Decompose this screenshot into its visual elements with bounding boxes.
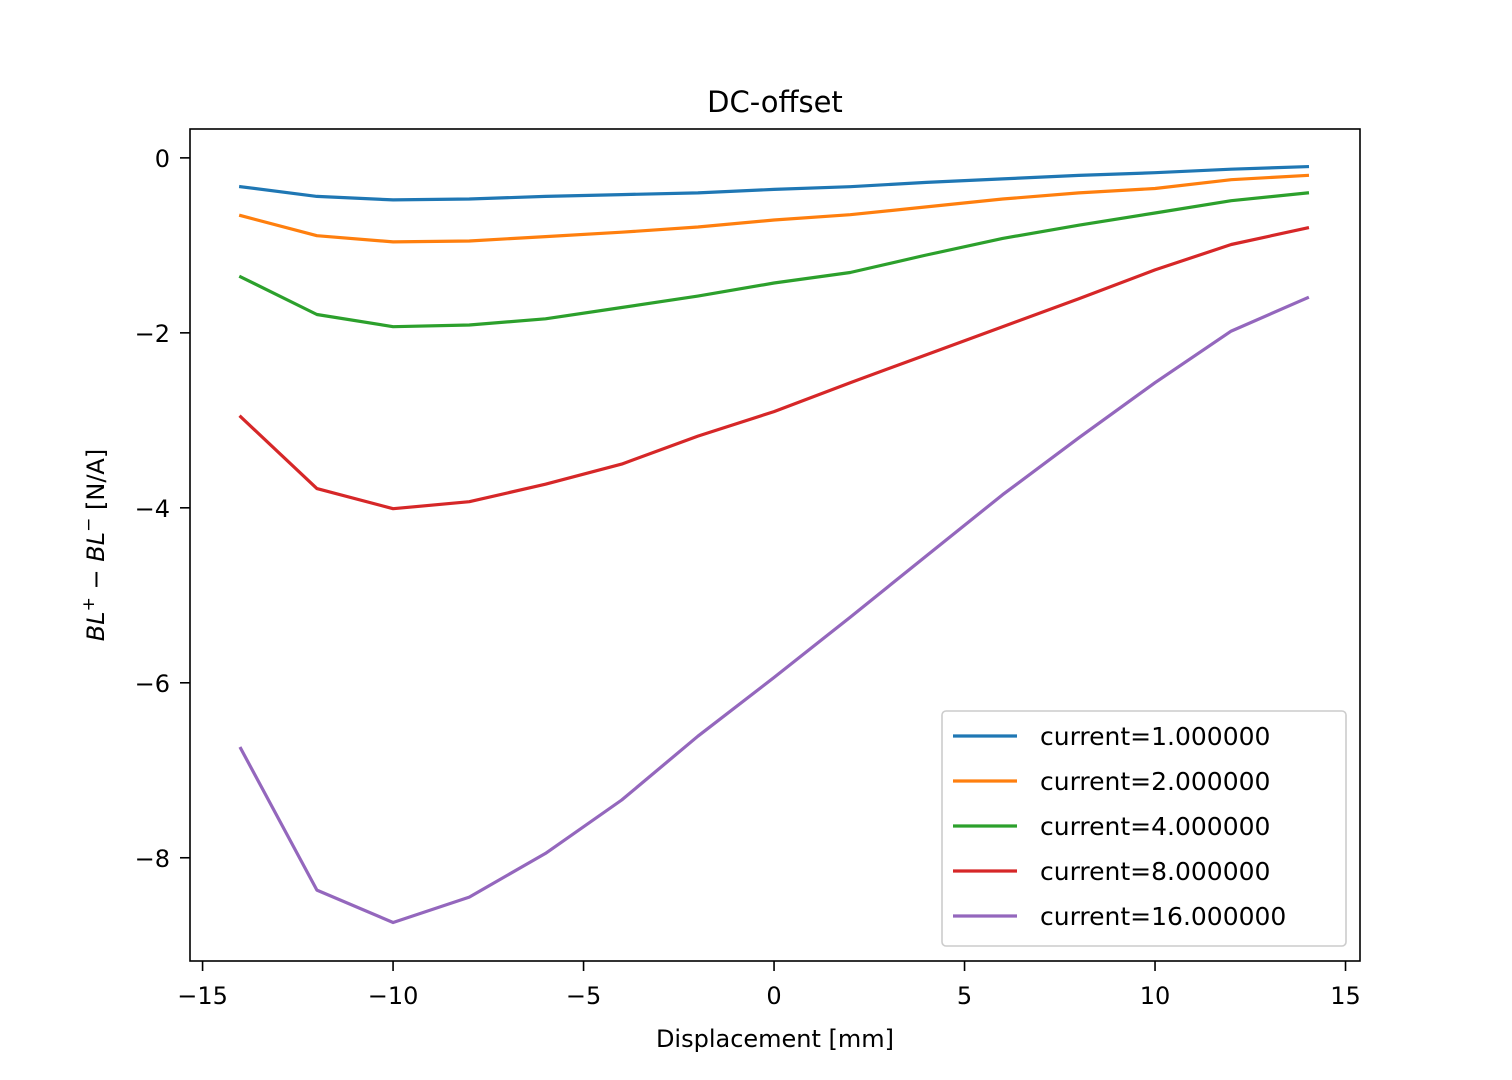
y-label-minus: − xyxy=(82,562,110,597)
series-line-4 xyxy=(238,225,1310,511)
y-tick-label: −6 xyxy=(135,670,170,698)
legend-label-2: current=2.000000 xyxy=(1040,767,1270,796)
y-label-bl-minus: BL xyxy=(82,532,110,562)
legend-label-3: current=4.000000 xyxy=(1040,812,1270,841)
x-tick-label: 15 xyxy=(1330,982,1361,1010)
legend-label-4: current=8.000000 xyxy=(1040,857,1270,886)
y-tick-label: 0 xyxy=(155,145,170,173)
x-tick-label: 0 xyxy=(766,982,781,1010)
x-axis: −15 −10 −5 0 5 10 15 xyxy=(177,961,1361,1010)
series-layer xyxy=(238,164,1310,925)
chart-title: DC-offset xyxy=(707,85,843,119)
legend-label-5: current=16.000000 xyxy=(1040,902,1286,931)
y-axis-label: BL+ − BL− [N/A] xyxy=(79,449,110,641)
y-tick-label: −4 xyxy=(135,495,170,523)
x-tick-label: −15 xyxy=(177,982,228,1010)
y-label-bl-plus: BL xyxy=(82,611,110,641)
y-tick-label: −8 xyxy=(135,845,170,873)
x-tick-label: −10 xyxy=(368,982,419,1010)
legend-label-1: current=1.000000 xyxy=(1040,722,1270,751)
legend: current=1.000000 current=2.000000 current=… xyxy=(941,710,1347,947)
series-line-5 xyxy=(238,295,1310,925)
y-label-sup-plus: + xyxy=(79,597,99,611)
series-line-2 xyxy=(238,173,1310,244)
x-tick-label: 10 xyxy=(1140,982,1171,1010)
series-line-1 xyxy=(238,164,1310,202)
x-axis-label: Displacement [mm] xyxy=(656,1025,894,1053)
legend-items: current=1.000000 current=2.000000 current=… xyxy=(953,722,1286,931)
legend-box xyxy=(941,710,1347,947)
y-label-sup-minus: − xyxy=(79,518,99,532)
x-tick-label: 5 xyxy=(957,982,972,1010)
x-tick-label: −5 xyxy=(566,982,601,1010)
series-line-3 xyxy=(238,191,1310,329)
y-tick-label: −2 xyxy=(135,320,170,348)
y-label-unit: [N/A] xyxy=(82,449,110,518)
y-axis: 0 −2 −4 −6 −8 xyxy=(135,145,190,873)
plot-frame xyxy=(189,128,1361,962)
